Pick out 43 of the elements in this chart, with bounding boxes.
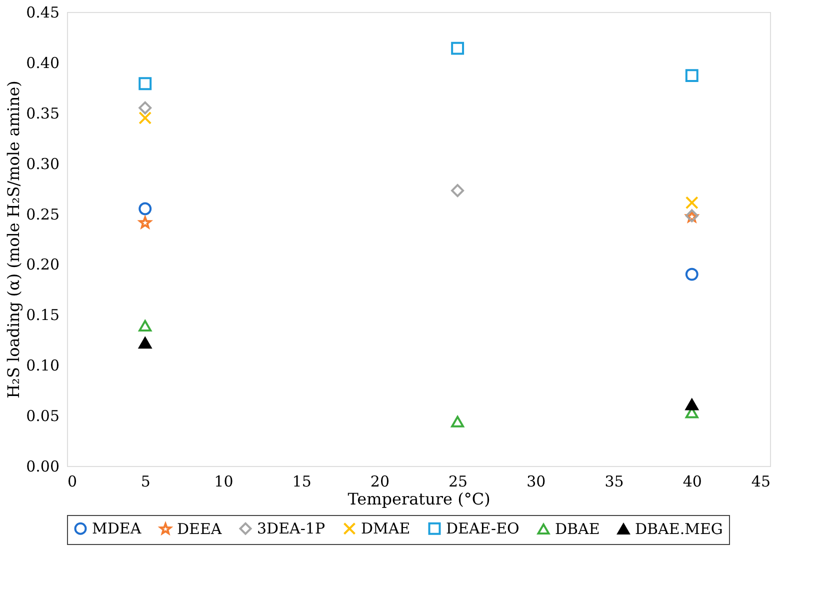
point [451,42,464,55]
x-tick-label: 45 [751,472,770,490]
x-tick-label: 5 [140,472,150,490]
point [451,184,464,198]
y-axis-title: H₂S loading (α) (mole H₂S/mole amine) [4,80,24,398]
y-tick-label: 0.20 [26,256,60,274]
point [138,216,152,228]
point [685,69,698,82]
point [138,202,152,216]
point [685,268,698,281]
x-tick-label: 15 [292,472,312,490]
legend-label: DBAE.MEG [635,520,723,538]
y-tick-label: 0.30 [26,154,60,173]
legend-label: DEEA [177,520,222,538]
point [451,416,464,428]
legend-label: DBAE [555,520,600,538]
x-tick-label: 35 [604,472,624,490]
y-tick-label: 0.40 [26,54,60,72]
x-tick-label: 0 [68,472,78,490]
point [138,337,152,349]
y-tick-label: 0.35 [26,104,60,122]
y-tick-label: 0.15 [26,306,60,324]
point [138,320,152,332]
x-tick-label: 30 [526,472,546,490]
x-tick-label: 40 [682,472,702,490]
x-axis-title: Temperature (°C) [348,490,490,508]
y-tick-label: 0.00 [26,458,60,476]
point [685,398,698,410]
y-tick-label: 0.25 [26,205,60,224]
legend-label: DEAE-EO [446,520,520,538]
point [138,111,152,124]
y-tick-label: 0.10 [26,356,60,375]
y-tick-label: 0.45 [26,4,60,22]
x-tick-label: 10 [214,472,234,490]
point [685,196,698,210]
legend-label: DMAE [361,520,410,538]
y-tick-label: 0.05 [26,407,60,426]
x-tick-label: 20 [370,472,390,490]
point [138,101,152,114]
point [138,77,152,90]
legend-label: MDEA [92,520,142,538]
legend-label: 3DEA-1P [257,520,326,538]
x-tick-label: 25 [448,472,468,490]
